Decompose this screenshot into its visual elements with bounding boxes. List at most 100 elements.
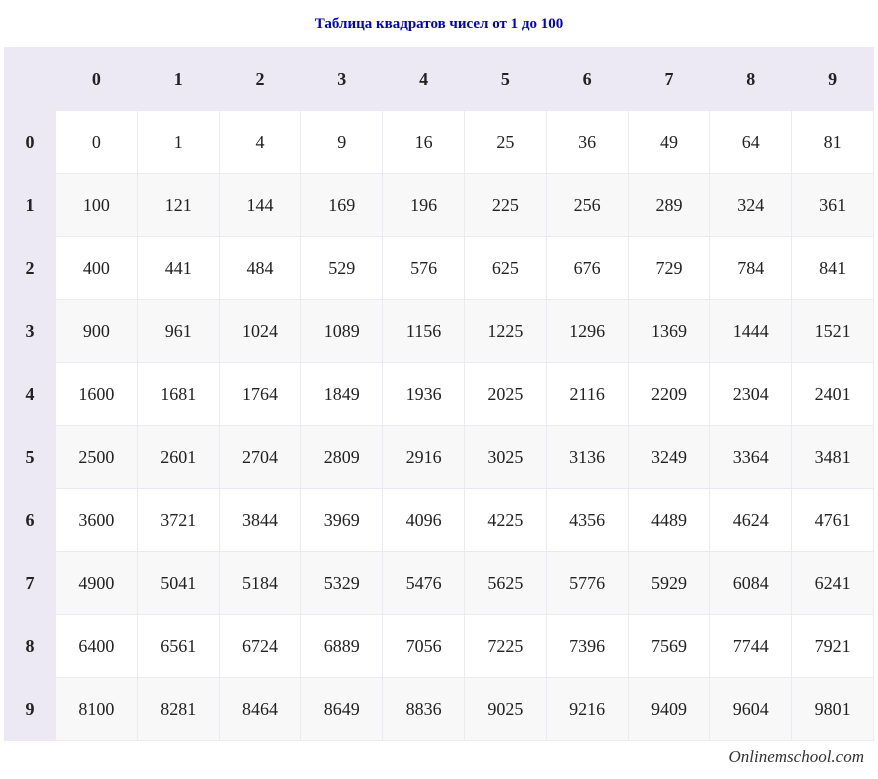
- table-cell: 9: [301, 111, 383, 174]
- row-header: 9: [5, 678, 56, 741]
- table-row: 9810082818464864988369025921694099604980…: [5, 678, 874, 741]
- table-cell: 1: [137, 111, 219, 174]
- table-cell: 8649: [301, 678, 383, 741]
- col-header: 8: [710, 48, 792, 111]
- table-cell: 36: [546, 111, 628, 174]
- row-header: 4: [5, 363, 56, 426]
- table-cell: 6241: [792, 552, 874, 615]
- table-cell: 8836: [383, 678, 465, 741]
- table-cell: 6400: [56, 615, 138, 678]
- table-cell: 5041: [137, 552, 219, 615]
- table-cell: 9025: [464, 678, 546, 741]
- table-row: 1100121144169196225256289324361: [5, 174, 874, 237]
- table-cell: 3025: [464, 426, 546, 489]
- col-header: 2: [219, 48, 301, 111]
- row-header: 3: [5, 300, 56, 363]
- table-cell: 169: [301, 174, 383, 237]
- table-cell: 9801: [792, 678, 874, 741]
- table-row: 00149162536496481: [5, 111, 874, 174]
- page-container: Таблица квадратов чисел от 1 до 100 0123…: [0, 0, 878, 779]
- credit-line: Onlinemschool.com: [4, 741, 874, 775]
- table-cell: 3136: [546, 426, 628, 489]
- table-cell: 2209: [628, 363, 710, 426]
- table-cell: 8281: [137, 678, 219, 741]
- table-cell: 9409: [628, 678, 710, 741]
- table-cell: 2500: [56, 426, 138, 489]
- col-header: 7: [628, 48, 710, 111]
- table-cell: 8100: [56, 678, 138, 741]
- table-row: 6360037213844396940964225435644894624476…: [5, 489, 874, 552]
- header-row: 0123456789: [5, 48, 874, 111]
- table-cell: 529: [301, 237, 383, 300]
- table-cell: 7056: [383, 615, 465, 678]
- table-cell: 7921: [792, 615, 874, 678]
- table-cell: 7569: [628, 615, 710, 678]
- table-row: 5250026012704280929163025313632493364348…: [5, 426, 874, 489]
- table-cell: 5625: [464, 552, 546, 615]
- table-cell: 900: [56, 300, 138, 363]
- table-cell: 9216: [546, 678, 628, 741]
- table-cell: 9604: [710, 678, 792, 741]
- table-cell: 2809: [301, 426, 383, 489]
- table-cell: 5184: [219, 552, 301, 615]
- table-cell: 3969: [301, 489, 383, 552]
- header-corner-cell: [5, 48, 56, 111]
- table-cell: 2025: [464, 363, 546, 426]
- table-cell: 2916: [383, 426, 465, 489]
- table-cell: 6724: [219, 615, 301, 678]
- table-row: 390096110241089115612251296136914441521: [5, 300, 874, 363]
- table-cell: 676: [546, 237, 628, 300]
- table-cell: 2304: [710, 363, 792, 426]
- table-cell: 144: [219, 174, 301, 237]
- table-cell: 625: [464, 237, 546, 300]
- table-cell: 484: [219, 237, 301, 300]
- table-cell: 7225: [464, 615, 546, 678]
- table-row: 7490050415184532954765625577659296084624…: [5, 552, 874, 615]
- col-header: 0: [56, 48, 138, 111]
- table-cell: 5929: [628, 552, 710, 615]
- table-cell: 6084: [710, 552, 792, 615]
- table-cell: 4096: [383, 489, 465, 552]
- table-row: 4160016811764184919362025211622092304240…: [5, 363, 874, 426]
- table-row: 8640065616724688970567225739675697744792…: [5, 615, 874, 678]
- table-cell: 441: [137, 237, 219, 300]
- table-body: 0014916253649648111001211441691962252562…: [5, 111, 874, 741]
- table-cell: 4225: [464, 489, 546, 552]
- table-cell: 4356: [546, 489, 628, 552]
- table-cell: 1936: [383, 363, 465, 426]
- table-cell: 2116: [546, 363, 628, 426]
- table-cell: 361: [792, 174, 874, 237]
- table-cell: 8464: [219, 678, 301, 741]
- table-cell: 1369: [628, 300, 710, 363]
- table-cell: 1089: [301, 300, 383, 363]
- row-header: 7: [5, 552, 56, 615]
- table-cell: 6561: [137, 615, 219, 678]
- table-cell: 196: [383, 174, 465, 237]
- table-cell: 4624: [710, 489, 792, 552]
- table-cell: 1296: [546, 300, 628, 363]
- table-cell: 64: [710, 111, 792, 174]
- table-cell: 7744: [710, 615, 792, 678]
- table-cell: 5329: [301, 552, 383, 615]
- table-cell: 49: [628, 111, 710, 174]
- table-cell: 1764: [219, 363, 301, 426]
- col-header: 1: [137, 48, 219, 111]
- table-cell: 1024: [219, 300, 301, 363]
- col-header: 4: [383, 48, 465, 111]
- table-cell: 4900: [56, 552, 138, 615]
- table-cell: 3249: [628, 426, 710, 489]
- table-cell: 841: [792, 237, 874, 300]
- table-cell: 576: [383, 237, 465, 300]
- table-cell: 289: [628, 174, 710, 237]
- table-cell: 784: [710, 237, 792, 300]
- table-cell: 4: [219, 111, 301, 174]
- table-cell: 1521: [792, 300, 874, 363]
- col-header: 3: [301, 48, 383, 111]
- table-cell: 121: [137, 174, 219, 237]
- table-cell: 1156: [383, 300, 465, 363]
- page-title: Таблица квадратов чисел от 1 до 100: [4, 16, 874, 33]
- row-header: 8: [5, 615, 56, 678]
- table-cell: 225: [464, 174, 546, 237]
- table-cell: 2401: [792, 363, 874, 426]
- table-cell: 3600: [56, 489, 138, 552]
